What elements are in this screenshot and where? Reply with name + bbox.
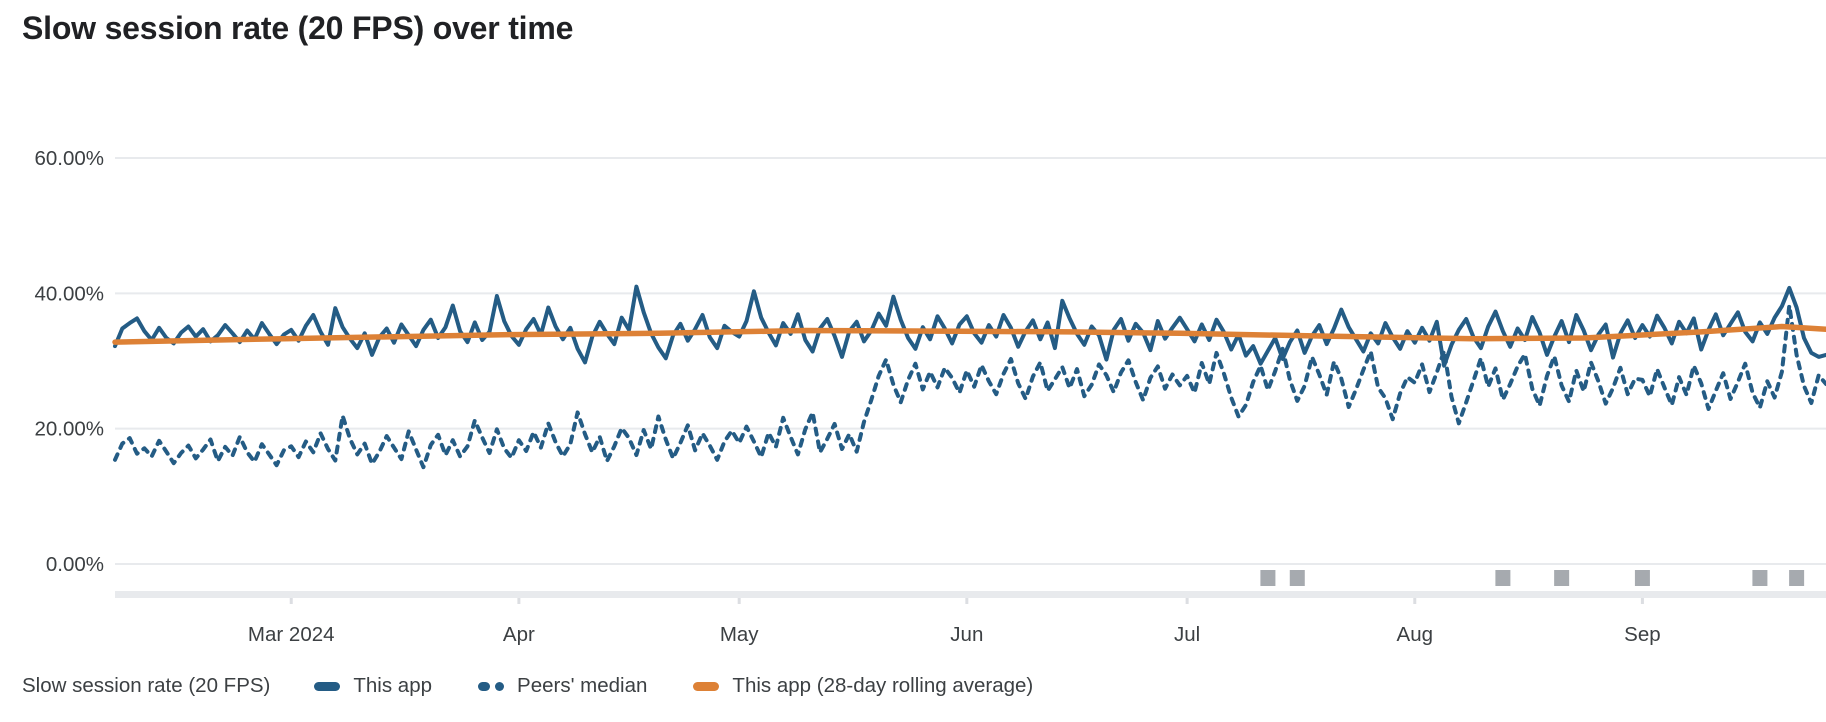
chart-legend: Slow session rate (20 FPS) This app Peer…	[22, 674, 1079, 698]
y-axis-label: 60.00%	[34, 147, 104, 170]
x-axis-tick	[289, 598, 293, 604]
x-axis-label: Sep	[1624, 623, 1660, 646]
release-marker	[1289, 570, 1305, 586]
chart-title: Slow session rate (20 FPS) over time	[22, 10, 574, 46]
x-axis-label: Aug	[1397, 623, 1433, 646]
y-axis-label: 40.00%	[34, 282, 104, 305]
release-marker	[1495, 570, 1511, 586]
x-axis-tick	[1185, 598, 1189, 604]
x-axis-label: Apr	[503, 623, 535, 646]
x-axis-tick	[1413, 598, 1417, 604]
series-line-this-app-28-day-rolling-average-	[112, 323, 1826, 345]
rolling-average-line-swatch-icon	[693, 681, 720, 691]
peers-median-dashed-swatch-icon	[478, 681, 505, 691]
x-axis-tick	[737, 598, 741, 604]
series-line-peers-median	[113, 303, 1826, 470]
this-app-line-swatch-icon	[314, 681, 341, 691]
y-axis-label: 20.00%	[34, 418, 104, 441]
legend-item-label: This app (28-day rolling average)	[732, 674, 1034, 697]
release-marker	[1789, 570, 1805, 586]
release-marker	[1752, 570, 1768, 586]
legend-item-label: Peers' median	[517, 674, 648, 697]
y-axis-label: 0.00%	[46, 553, 104, 576]
x-axis-label: May	[720, 623, 759, 646]
x-axis-tick	[1640, 598, 1644, 604]
legend-metric-label: Slow session rate (20 FPS)	[22, 674, 271, 697]
x-axis-label: Mar 2024	[248, 623, 335, 646]
x-axis-tick	[965, 598, 969, 604]
series-line-this-app	[113, 284, 1826, 368]
release-marker	[1554, 570, 1570, 586]
x-axis-label: Jun	[950, 623, 983, 646]
x-axis-tick	[517, 598, 521, 604]
x-axis-band	[115, 591, 1826, 598]
x-axis-label: Jul	[1174, 623, 1200, 646]
legend-item-peers-median: Peers' median	[478, 674, 647, 698]
legend-item-label: This app	[353, 674, 433, 697]
release-marker	[1634, 570, 1650, 586]
release-marker	[1260, 570, 1276, 586]
legend-item-rolling-average: This app (28-day rolling average)	[693, 674, 1033, 698]
legend-item-this-app: This app	[314, 674, 432, 698]
